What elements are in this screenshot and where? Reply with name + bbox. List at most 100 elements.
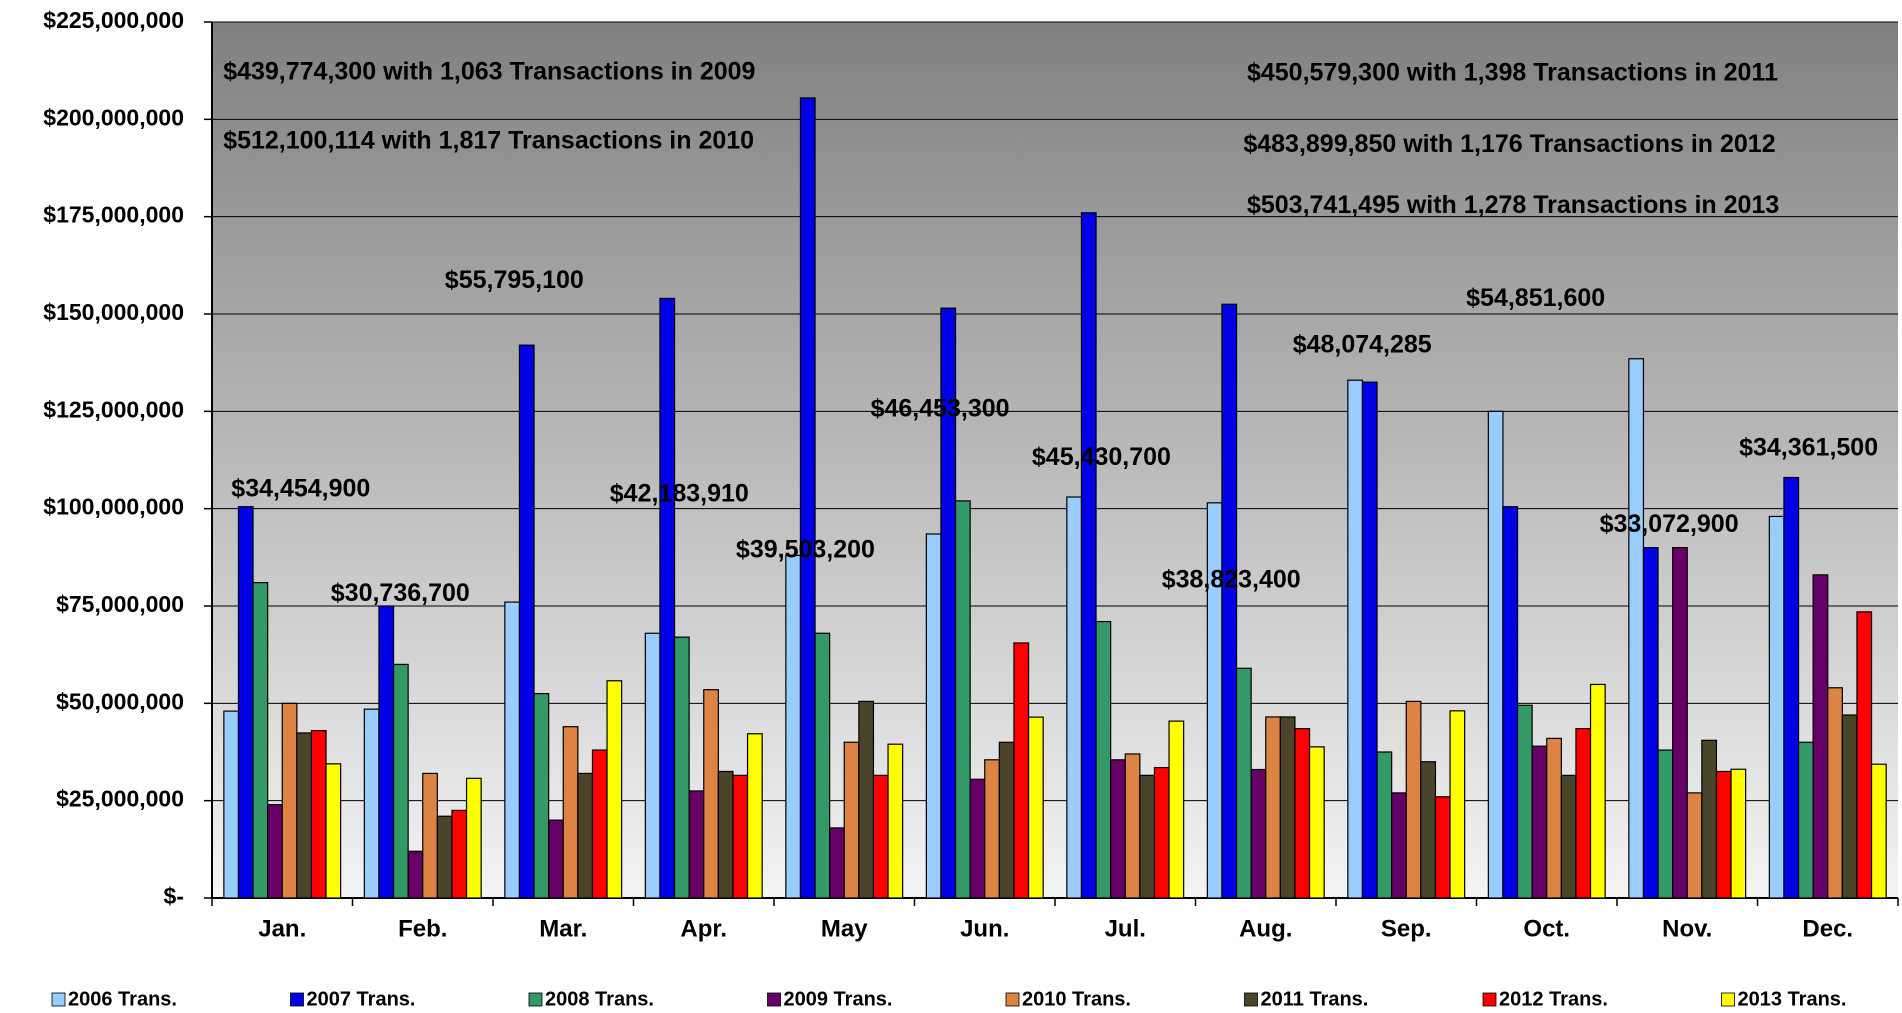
bar [577,772,594,899]
bar [746,733,763,899]
bar [1686,792,1703,899]
x-tick-label: Apr. [680,915,727,942]
bar [562,726,579,899]
bar [363,708,380,899]
data-label: $46,453,300 [871,395,1010,423]
bar [1870,763,1887,899]
x-tick-label: Nov. [1662,915,1712,942]
bar [1560,774,1577,899]
bar [1361,381,1378,899]
bar [673,636,690,899]
bar [814,632,831,899]
bar [1221,303,1238,899]
x-tick-label: Jan. [258,915,306,942]
x-tick-label: Sep. [1381,915,1432,942]
bar [591,749,608,899]
bar [1546,737,1562,899]
y-tick-label: $25,000,000 [56,786,184,812]
bar [465,777,482,899]
bar [451,809,468,899]
bar [1856,611,1873,899]
bar [518,344,535,899]
annotation: $512,100,114 with 1,817 Transactions in … [223,127,754,155]
bar [325,763,342,899]
bar [829,827,845,899]
y-tick-label: $75,000,000 [56,591,184,617]
bar [310,729,327,899]
x-tick-label: Aug. [1239,915,1292,942]
bar [1139,774,1156,899]
bar [548,819,564,899]
bar [858,700,875,899]
bar [732,774,749,899]
data-label: $55,795,100 [445,266,584,294]
bar [407,850,424,899]
y-tick-label: $50,000,000 [56,688,184,714]
x-tick-label: Mar. [539,915,587,942]
legend-label: 2006 Trans. [68,988,177,1010]
bar [223,710,240,899]
bar [703,689,719,899]
bar [606,680,623,899]
bar [1575,728,1592,899]
x-tick-label: Dec. [1802,915,1853,942]
bar [533,692,550,899]
y-tick-label: $100,000,000 [43,494,184,520]
bar [644,632,661,899]
data-label: $38,823,400 [1162,566,1301,594]
legend-label: 2007 Trans. [307,988,416,1010]
bar [1730,768,1747,899]
bar [436,815,453,899]
legend-label: 2013 Trans. [1738,988,1847,1010]
bar [1013,642,1030,899]
bar [1279,716,1296,899]
annotation: $483,899,850 with 1,176 Transactions in … [1243,130,1775,158]
bar [1768,515,1785,899]
bar [799,97,816,899]
data-label: $42,183,910 [610,480,749,508]
y-tick-label: $- [164,883,184,909]
bar [1531,745,1548,899]
bar [1095,620,1112,899]
y-tick-label: $150,000,000 [43,299,184,325]
data-label: $30,736,700 [331,579,470,607]
bar [1250,768,1267,899]
bar [1027,716,1044,899]
bar [954,500,971,899]
bar [1265,716,1281,899]
annotation: $503,741,495 with 1,278 Transactions in … [1247,191,1779,219]
bar [1206,502,1223,899]
legend-label: 2012 Trans. [1499,988,1608,1010]
bar [267,803,283,899]
bar [392,663,409,899]
data-label: $54,851,600 [1466,284,1605,312]
bar [281,702,298,899]
bar [1797,741,1814,899]
bar [252,582,269,899]
bar [1405,700,1422,899]
legend-swatch [1482,992,1497,1007]
bar [843,741,860,899]
data-label: $45,430,700 [1032,443,1171,471]
data-label: $39,503,200 [736,535,875,563]
legend-label: 2011 Trans. [1261,988,1369,1010]
y-tick-label: $175,000,000 [43,202,184,228]
bar [1715,770,1732,899]
bar [1308,746,1325,899]
legend-label: 2009 Trans. [784,988,893,1010]
bar [659,297,676,899]
data-label: $34,454,900 [231,475,370,503]
bar [1841,714,1858,899]
data-label: $34,361,500 [1739,433,1878,461]
data-label: $48,074,285 [1293,330,1432,358]
bar [1080,212,1097,899]
bar [1783,476,1800,899]
legend-swatch [290,992,304,1007]
bar [1628,358,1645,899]
legend-label: 2010 Trans. [1022,988,1131,1010]
x-tick-label: Jul. [1105,915,1146,942]
annotation: $439,774,300 with 1,063 Transactions in … [223,57,755,85]
bar [1657,749,1674,899]
bar [1589,683,1606,899]
bar [984,759,1000,899]
